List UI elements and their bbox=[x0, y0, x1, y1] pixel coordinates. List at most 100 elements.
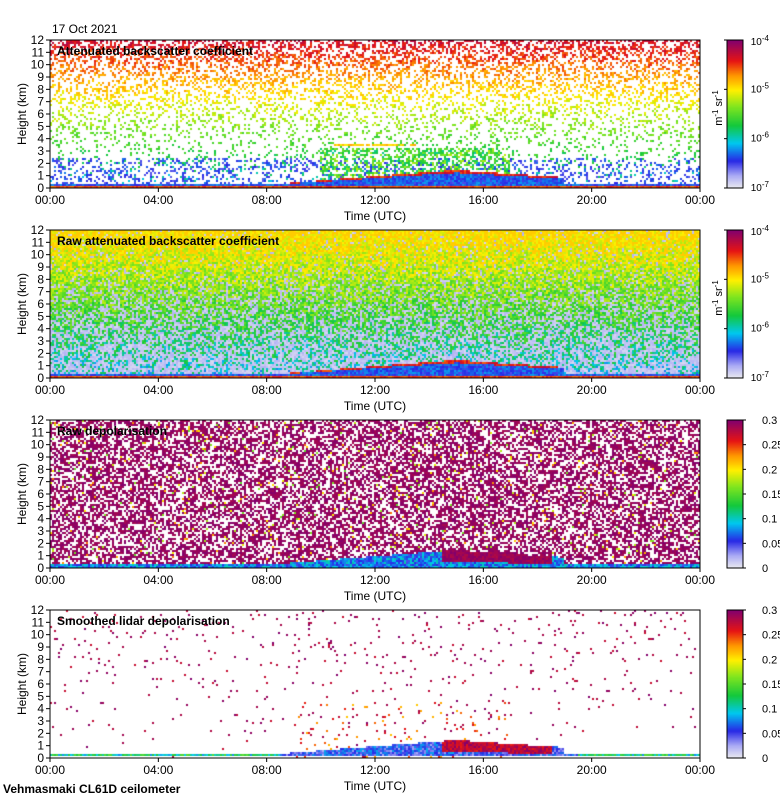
colorbar-tick-label: 0.05 bbox=[762, 728, 780, 740]
x-tick-label: 04:00 bbox=[143, 383, 173, 397]
colorbar-frame bbox=[726, 229, 744, 379]
y-tick-label: 4 bbox=[37, 132, 44, 146]
colorbar-tick-label: 10-6 bbox=[751, 321, 770, 335]
x-axis-label: Time (UTC) bbox=[344, 209, 406, 223]
colorbar-tick-label: 0 bbox=[762, 563, 768, 575]
panel-title: Raw attenuated backscatter coefficient bbox=[57, 234, 279, 248]
y-tick-label: 1 bbox=[37, 549, 44, 563]
y-tick-label: 10 bbox=[31, 58, 45, 72]
x-tick-label: 08:00 bbox=[252, 573, 282, 587]
y-tick-label: 11 bbox=[32, 45, 45, 59]
y-tick-label: 9 bbox=[37, 260, 44, 274]
y-tick-label: 5 bbox=[37, 119, 44, 133]
colorbar-tick-label: 0.15 bbox=[762, 679, 780, 691]
panel-title: Raw depolarisation bbox=[57, 424, 167, 438]
y-tick-label: 3 bbox=[37, 714, 44, 728]
x-tick-label: 08:00 bbox=[252, 193, 282, 207]
y-tick-label: 10 bbox=[31, 248, 45, 262]
colorbar bbox=[727, 40, 743, 188]
x-tick-label: 00:00 bbox=[685, 383, 715, 397]
colorbar-tick-label: 10-4 bbox=[751, 224, 770, 238]
x-tick-label: 08:00 bbox=[252, 763, 282, 777]
y-tick-label: 1 bbox=[37, 169, 44, 183]
y-tick-label: 11 bbox=[32, 425, 45, 439]
date-label: 17 Oct 2021 bbox=[52, 22, 118, 36]
colorbar-tick-label: 0.15 bbox=[762, 489, 780, 501]
y-tick-label: 7 bbox=[37, 665, 44, 679]
colorbar-unit-label: m-1sr-1 bbox=[711, 90, 725, 126]
x-tick-label: 00:00 bbox=[685, 763, 715, 777]
y-tick-label: 2 bbox=[37, 536, 44, 550]
x-tick-label: 00:00 bbox=[35, 193, 65, 207]
y-axis-label: Height (km) bbox=[15, 83, 29, 145]
x-tick-label: 00:00 bbox=[685, 573, 715, 587]
y-tick-label: 6 bbox=[37, 107, 44, 121]
y-tick-label: 3 bbox=[37, 524, 44, 538]
y-tick-label: 10 bbox=[31, 628, 45, 642]
chart-panel-1: Attenuated backscatter coefficient012345… bbox=[15, 33, 770, 223]
x-tick-label: 00:00 bbox=[35, 573, 65, 587]
x-tick-label: 12:00 bbox=[360, 193, 390, 207]
colorbar-tick-label: 10-6 bbox=[751, 131, 770, 145]
colorbar-tick-label: 0.3 bbox=[762, 415, 777, 427]
colorbar-tick-label: 0.2 bbox=[762, 654, 777, 666]
x-axis-label: Time (UTC) bbox=[344, 399, 406, 413]
colorbar-tick-label: 0.05 bbox=[762, 538, 780, 550]
y-tick-label: 5 bbox=[37, 309, 44, 323]
x-tick-label: 20:00 bbox=[577, 573, 607, 587]
heatmap-field bbox=[50, 230, 700, 378]
x-axis-label: Time (UTC) bbox=[344, 589, 406, 603]
colorbar-tick-label: 0.25 bbox=[762, 440, 780, 452]
colorbar-tick-label: 0 bbox=[762, 753, 768, 765]
colorbar bbox=[727, 230, 743, 378]
colorbar-tick-label: 0.1 bbox=[762, 704, 777, 716]
chart-panel-2: Raw attenuated backscatter coefficient 0 1… bbox=[15, 223, 770, 413]
heatmap-field bbox=[50, 40, 700, 188]
x-tick-label: 16:00 bbox=[468, 383, 498, 397]
y-tick-label: 6 bbox=[37, 677, 44, 691]
y-tick-label: 9 bbox=[37, 70, 44, 84]
y-tick-label: 2 bbox=[37, 346, 44, 360]
x-tick-label: 00:00 bbox=[685, 193, 715, 207]
panels: Attenuated backscatter coefficient012345… bbox=[15, 33, 780, 793]
y-tick-label: 12 bbox=[31, 33, 45, 47]
x-tick-label: 04:00 bbox=[143, 193, 173, 207]
y-tick-label: 8 bbox=[37, 652, 44, 666]
x-tick-label: 00:00 bbox=[35, 763, 65, 777]
colorbar bbox=[727, 610, 743, 758]
y-tick-label: 0 bbox=[37, 371, 44, 385]
x-axis-label: Time (UTC) bbox=[344, 779, 406, 793]
x-tick-label: 04:00 bbox=[143, 763, 173, 777]
x-tick-label: 20:00 bbox=[577, 193, 607, 207]
y-tick-label: 10 bbox=[31, 438, 45, 452]
y-tick-label: 4 bbox=[37, 322, 44, 336]
panel-title: Smoothed lidar depolarisation bbox=[57, 614, 230, 628]
colorbar-unit-label: m-1sr-1 bbox=[711, 280, 725, 316]
x-tick-label: 16:00 bbox=[468, 193, 498, 207]
y-tick-label: 8 bbox=[37, 82, 44, 96]
colorbar-tick-label: 10-7 bbox=[751, 180, 770, 194]
y-tick-label: 5 bbox=[37, 689, 44, 703]
colorbar-tick-label: 0.25 bbox=[762, 630, 780, 642]
y-tick-label: 7 bbox=[37, 285, 44, 299]
instrument-label: Vehmasmaki CL61D ceilometer bbox=[3, 782, 181, 796]
y-axis-label: Height (km) bbox=[15, 273, 29, 335]
colorbar-tick-label: 0.1 bbox=[762, 514, 777, 526]
y-axis-label: Height (km) bbox=[15, 653, 29, 715]
panel-title: Attenuated backscatter coefficient bbox=[57, 44, 253, 58]
y-tick-label: 4 bbox=[37, 512, 44, 526]
x-tick-label: 20:00 bbox=[577, 763, 607, 777]
chart-panel-4: Smoothed lidar depolarisation01234567891… bbox=[15, 603, 780, 793]
y-tick-label: 5 bbox=[37, 499, 44, 513]
y-tick-label: 8 bbox=[37, 462, 44, 476]
y-tick-label: 7 bbox=[37, 475, 44, 489]
y-tick-label: 2 bbox=[37, 156, 44, 170]
y-tick-label: 3 bbox=[37, 144, 44, 158]
colorbar-tick-label: 10-7 bbox=[751, 370, 770, 384]
colorbar-tick-label: 10-5 bbox=[751, 271, 770, 285]
y-tick-label: 11 bbox=[32, 615, 45, 629]
y-tick-label: 2 bbox=[37, 726, 44, 740]
y-tick-label: 8 bbox=[37, 272, 44, 286]
y-axis-label: Height (km) bbox=[15, 463, 29, 525]
